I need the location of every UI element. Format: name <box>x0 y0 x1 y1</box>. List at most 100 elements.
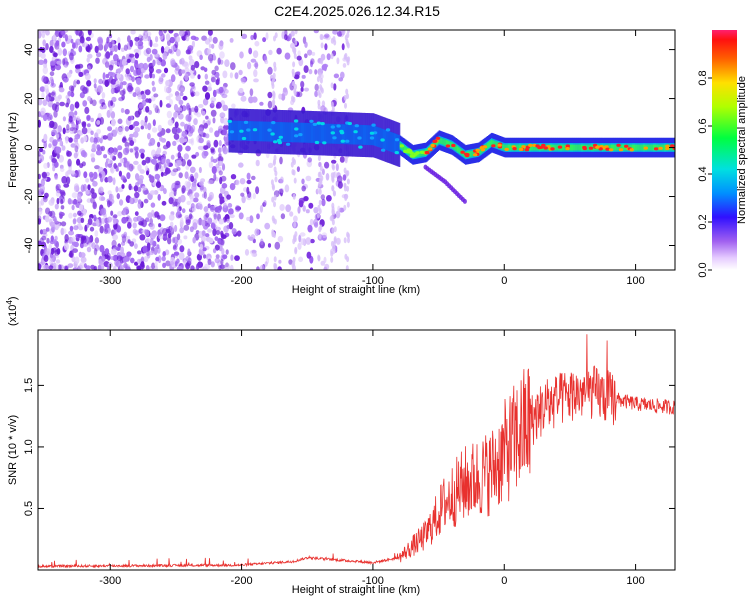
signal-peak <box>457 146 460 153</box>
noise-cell <box>244 249 250 256</box>
noise-cell <box>186 200 191 206</box>
noise-cell <box>142 62 149 71</box>
noise-cell <box>256 213 260 220</box>
noise-cell <box>76 116 80 121</box>
noise-cell <box>145 238 151 243</box>
noise-cell <box>246 172 251 180</box>
noise-cell <box>69 225 74 232</box>
noise-cell <box>229 72 233 79</box>
noise-cell <box>198 104 204 108</box>
noise-cell <box>49 60 56 66</box>
noise-cell <box>219 112 226 119</box>
noise-cell <box>108 64 114 71</box>
noise-cell <box>340 71 345 79</box>
hot-cell <box>357 136 362 140</box>
noise-cell <box>108 33 113 39</box>
noise-cell <box>208 161 213 169</box>
noise-cell <box>285 204 292 213</box>
noise-cell <box>142 31 147 39</box>
noise-cell <box>48 92 52 98</box>
noise-cell <box>145 98 150 103</box>
noise-cell <box>90 197 95 204</box>
noise-cell <box>49 221 56 228</box>
signal-peak <box>486 142 489 149</box>
noise-cell <box>72 212 77 218</box>
noise-cell <box>42 66 48 75</box>
signal-peak <box>489 141 491 148</box>
noise-cell <box>197 74 201 80</box>
noise-cell <box>83 171 88 179</box>
signal-peak <box>636 144 638 151</box>
noise-cell <box>157 141 161 148</box>
noise-cell <box>101 207 107 216</box>
noise-cell <box>49 261 55 266</box>
noise-cell <box>208 43 212 49</box>
noise-cell <box>117 162 122 167</box>
noise-cell <box>207 48 212 55</box>
signal-core <box>293 122 296 143</box>
streak-cell <box>271 215 275 222</box>
signal-peak <box>637 144 639 151</box>
noise-cell <box>86 198 92 203</box>
snr-ticks: -300 -200 -100 0 100 0.5 1.0 1.5 <box>23 330 675 587</box>
noise-cell <box>120 108 125 113</box>
streak-cell <box>330 250 334 257</box>
hot-cell <box>330 125 335 129</box>
noise-cell <box>46 112 52 117</box>
signal-core <box>334 124 337 144</box>
streak-cell <box>330 82 334 89</box>
signal-peak <box>447 140 449 147</box>
streak-cell <box>293 177 297 184</box>
noise-cell <box>167 232 172 239</box>
noise-cell <box>143 256 149 263</box>
noise-cell <box>54 175 59 181</box>
signal-peak <box>459 148 462 154</box>
noise-cell <box>91 157 96 163</box>
noise-cell <box>140 125 144 130</box>
noise-cell <box>120 47 125 52</box>
noise-cell <box>119 264 125 270</box>
noise-cell <box>57 125 62 133</box>
noise-cell <box>226 218 231 224</box>
noise-cell <box>249 215 254 224</box>
signal-core <box>302 122 304 143</box>
noise-cell <box>170 74 176 83</box>
noise-cell <box>136 250 142 255</box>
noise-cell <box>41 235 47 241</box>
noise-cell <box>169 260 175 266</box>
noise-cell <box>72 218 77 225</box>
signal-core <box>228 120 230 141</box>
noise-cell <box>63 242 69 251</box>
noise-cell <box>148 66 154 74</box>
noise-cell <box>121 184 125 189</box>
noise-cell <box>77 63 84 69</box>
signal-core <box>345 124 347 145</box>
noise-cell <box>105 60 109 67</box>
noise-cell <box>151 230 158 238</box>
noise-cell <box>48 143 52 149</box>
noise-cell <box>151 158 157 165</box>
noise-cell <box>121 235 127 243</box>
x-tick-label: 100 <box>626 575 644 587</box>
signal-core <box>395 133 398 154</box>
noise-cell <box>169 225 175 233</box>
noise-cell <box>162 251 166 257</box>
noise-cell <box>308 69 313 75</box>
streak-cell <box>271 80 274 87</box>
streak-cell <box>294 39 298 46</box>
signal-core <box>308 123 310 143</box>
streak-cell <box>291 95 294 102</box>
noise-cell <box>42 149 46 155</box>
signal-peak <box>663 144 665 151</box>
noise-cell <box>198 137 204 144</box>
noise-cell <box>75 67 81 74</box>
noise-cell <box>53 263 59 270</box>
signal-core <box>296 122 299 143</box>
hot-cell <box>512 147 517 151</box>
hot-cell <box>451 143 456 148</box>
noise-cell <box>95 218 100 227</box>
noise-cell <box>196 253 202 261</box>
noise-cell <box>191 40 195 48</box>
signal-core <box>284 122 286 142</box>
noise-cell <box>310 238 315 244</box>
